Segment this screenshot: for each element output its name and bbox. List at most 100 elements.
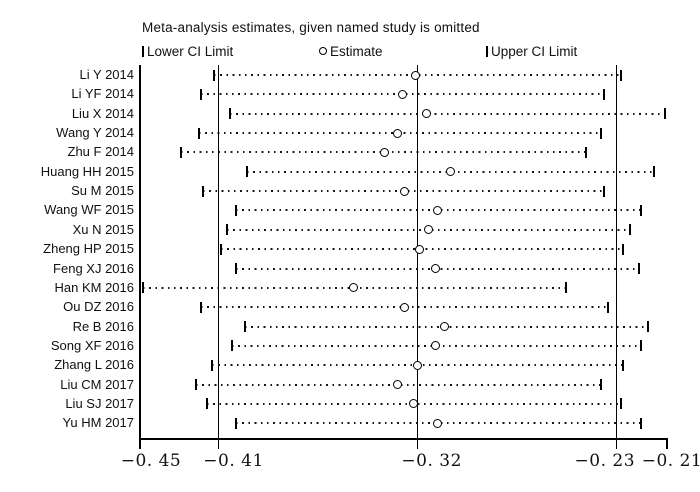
study-label: Huang HH 2015	[40, 163, 134, 179]
x-axis-tick-label: −0. 45	[120, 451, 182, 471]
upper-ci-marker	[664, 108, 667, 120]
estimate-marker	[433, 205, 443, 215]
upper-ci-marker	[629, 224, 632, 236]
upper-ci-marker	[622, 243, 625, 255]
estimate-marker	[379, 147, 389, 157]
legend-label-lower-ci: Lower CI Limit	[147, 43, 234, 59]
upper-ci-marker	[640, 340, 643, 352]
lower-ci-marker	[230, 340, 233, 352]
legend-label-upper-ci: Upper CI Limit	[491, 43, 578, 59]
ref-line-overall-lower-ci	[217, 65, 220, 438]
study-label: Zhang L 2016	[54, 357, 134, 373]
x-axis-tick	[666, 438, 668, 449]
estimate-marker	[424, 225, 434, 235]
study-label: Re B 2016	[72, 318, 134, 334]
upper-ci-marker	[640, 204, 643, 216]
estimate-marker	[348, 283, 358, 293]
study-label: Xu N 2015	[72, 221, 134, 237]
x-axis-tick	[139, 438, 141, 449]
study-label: Wang WF 2015	[44, 202, 134, 218]
estimate-marker	[410, 70, 420, 80]
estimate-marker	[393, 380, 403, 390]
lower-ci-marker	[213, 69, 216, 81]
chart-title: Meta-analysis estimates, given named stu…	[142, 20, 480, 35]
upper-ci-marker	[602, 185, 605, 197]
x-axis-tick-label: −0. 23	[574, 451, 636, 471]
estimate-marker	[415, 244, 425, 254]
study-label: Wang Y 2014	[56, 125, 134, 141]
estimate-circle-icon	[319, 47, 327, 55]
upper-ci-marker	[620, 69, 623, 81]
legend-item-estimate: Estimate	[319, 43, 383, 59]
upper-ci-marker	[600, 379, 603, 391]
upper-ci-bar-icon	[486, 45, 488, 57]
upper-ci-marker	[637, 263, 640, 274]
legend-label-estimate: Estimate	[330, 43, 383, 59]
ref-line-overall-upper-ci	[615, 65, 618, 438]
lower-ci-bar-icon	[142, 45, 144, 57]
study-label: Song XF 2016	[50, 337, 134, 353]
estimate-marker	[413, 360, 423, 370]
lower-ci-marker	[206, 398, 209, 410]
lower-ci-marker	[210, 359, 213, 371]
ci-line	[229, 112, 666, 115]
lower-ci-marker	[199, 88, 202, 100]
upper-ci-marker	[606, 301, 609, 313]
upper-ci-marker	[564, 282, 567, 294]
x-axis-tick-label: −0. 32	[401, 451, 462, 471]
upper-ci-marker	[600, 127, 603, 139]
study-label: Zhu F 2014	[67, 144, 135, 160]
lower-ci-marker	[228, 108, 231, 120]
x-axis-tick-label: −0. 21	[641, 451, 700, 471]
study-label: Yu HM 2017	[62, 415, 134, 431]
x-axis-line	[139, 438, 668, 440]
study-label: Liu CM 2017	[60, 376, 134, 392]
lower-ci-marker	[244, 321, 247, 333]
legend-item-upper-ci: Upper CI Limit	[486, 43, 578, 59]
lower-ci-marker	[219, 243, 222, 255]
upper-ci-marker	[653, 166, 656, 178]
study-label: Li Y 2014	[79, 67, 134, 82]
lower-ci-marker	[197, 127, 200, 139]
estimate-marker	[433, 418, 443, 428]
lower-ci-marker	[235, 204, 238, 216]
lower-ci-marker	[235, 417, 238, 429]
estimate-marker	[397, 89, 407, 99]
study-label: Han KM 2016	[54, 279, 135, 295]
lower-ci-marker	[179, 146, 182, 158]
lower-ci-marker	[199, 301, 202, 313]
upper-ci-marker	[622, 359, 625, 371]
x-axis-tick-label: −0. 41	[203, 451, 264, 471]
study-label: Liu SJ 2017	[65, 395, 134, 411]
estimate-marker	[439, 322, 449, 332]
estimate-marker	[430, 341, 440, 351]
study-label: Su M 2015	[71, 183, 134, 199]
lower-ci-marker	[142, 282, 145, 294]
upper-ci-marker	[646, 321, 649, 333]
study-label: Liu X 2014	[71, 105, 134, 121]
lower-ci-marker	[226, 224, 229, 236]
lower-ci-marker	[202, 185, 205, 197]
study-label: Ou DZ 2016	[63, 299, 134, 315]
study-label: Feng XJ 2016	[53, 260, 134, 276]
estimate-marker	[393, 128, 403, 138]
upper-ci-marker	[640, 417, 643, 429]
y-axis-line	[139, 65, 141, 438]
estimate-marker	[430, 264, 440, 273]
estimate-marker	[408, 399, 418, 409]
x-axis-tick	[416, 438, 419, 449]
estimate-marker	[399, 186, 409, 196]
upper-ci-marker	[584, 146, 587, 158]
study-label: Li YF 2014	[71, 86, 134, 102]
x-axis-tick	[217, 438, 220, 449]
study-label: Zheng HP 2015	[43, 241, 134, 257]
upper-ci-marker	[620, 398, 623, 410]
lower-ci-marker	[195, 379, 198, 391]
lower-ci-marker	[235, 263, 238, 274]
legend-item-lower-ci: Lower CI Limit	[142, 43, 234, 59]
lower-ci-marker	[246, 166, 249, 178]
upper-ci-marker	[602, 88, 605, 100]
x-axis-tick	[615, 438, 618, 449]
